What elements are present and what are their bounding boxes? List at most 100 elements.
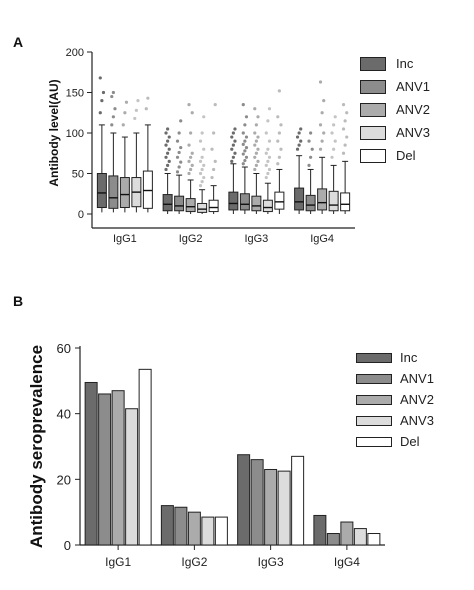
outlier-point xyxy=(254,139,258,143)
outlier-point xyxy=(198,139,203,143)
box-iqr xyxy=(305,194,316,212)
outlier-point xyxy=(167,135,171,139)
outlier-point xyxy=(121,123,125,127)
outlier-point xyxy=(244,145,249,150)
box-anv2-igg2 xyxy=(185,103,196,214)
box-anv2-igg4 xyxy=(317,80,328,214)
box-iqr xyxy=(197,202,208,213)
outlier-point xyxy=(264,131,268,135)
outlier-point xyxy=(164,131,168,135)
bar-anv3-igg1 xyxy=(125,408,139,546)
outlier-point xyxy=(113,107,117,111)
outlier-point xyxy=(167,147,171,151)
legend-item-inc: Inc xyxy=(360,52,430,75)
outlier-point xyxy=(187,103,191,107)
x-tick-label: IgG3 xyxy=(244,233,268,245)
legend-item-inc: Inc xyxy=(356,347,434,368)
bar-anv2-igg4 xyxy=(340,521,354,546)
outlier-point xyxy=(307,163,311,167)
x-tick-label: IgG1 xyxy=(113,233,137,245)
outlier-point xyxy=(266,159,270,163)
outlier-point xyxy=(177,131,181,135)
box-iqr xyxy=(239,193,250,211)
outlier-point xyxy=(177,150,181,155)
outlier-point xyxy=(341,127,346,131)
outlier-point xyxy=(213,159,217,163)
outlier-point xyxy=(98,111,102,115)
outlier-point xyxy=(241,103,245,107)
outlier-point xyxy=(231,143,235,147)
box-del-igg1 xyxy=(142,96,153,213)
outlier-point xyxy=(333,115,337,119)
panel-a-label: A xyxy=(13,34,24,50)
outlier-point xyxy=(210,175,214,180)
bar-del-igg4 xyxy=(367,533,381,546)
outlier-point xyxy=(309,155,313,159)
outlier-point xyxy=(310,147,314,151)
bar-inc-igg1 xyxy=(84,381,98,546)
legend-label: ANV1 xyxy=(400,371,434,386)
bar-del-igg1 xyxy=(138,368,152,546)
outlier-point xyxy=(202,175,206,180)
outlier-point xyxy=(98,76,102,80)
legend-panel-a: Inc ANV1 ANV2 ANV3 Del xyxy=(360,52,430,167)
outlier-point xyxy=(179,145,183,150)
outlier-point xyxy=(175,155,180,159)
outlier-point xyxy=(202,115,206,119)
outlier-point xyxy=(200,167,204,172)
outlier-point xyxy=(101,90,106,95)
y-tick-label: 20 xyxy=(57,472,71,487)
outlier-point xyxy=(307,139,311,143)
outlier-point xyxy=(133,116,137,121)
outlier-point xyxy=(189,131,193,135)
outlier-point xyxy=(244,115,249,119)
outlier-point xyxy=(241,131,245,135)
outlier-point xyxy=(189,167,193,172)
legend-item-anv2: ANV2 xyxy=(360,98,430,121)
legend-swatch xyxy=(356,373,392,384)
outlier-point xyxy=(277,89,281,93)
bar-anv3-igg4 xyxy=(353,528,367,546)
outlier-point xyxy=(333,139,337,143)
x-tick-label: IgG1 xyxy=(105,555,131,569)
outlier-point xyxy=(213,103,217,107)
legend-swatch xyxy=(360,56,386,71)
outlier-point xyxy=(243,149,247,153)
outlier-point xyxy=(123,111,127,115)
outlier-point xyxy=(111,90,115,95)
outlier-point xyxy=(341,151,346,155)
outlier-point xyxy=(231,155,235,159)
outlier-point xyxy=(241,162,245,166)
y-axis-label: Antibody level(AU) xyxy=(47,79,61,186)
box-inc-igg1 xyxy=(96,76,107,213)
outlier-point xyxy=(241,142,245,146)
outlier-point xyxy=(175,139,180,143)
outlier-point xyxy=(179,119,183,123)
bar-anv2-igg3 xyxy=(264,468,278,546)
outlier-point xyxy=(243,158,247,163)
outlier-point xyxy=(190,151,194,155)
outlier-point xyxy=(187,171,191,176)
outlier-point xyxy=(253,131,257,135)
outlier-point xyxy=(167,159,171,163)
bar-anv3-igg2 xyxy=(201,516,215,546)
bar-anv2-igg1 xyxy=(111,390,125,546)
y-tick-label: 0 xyxy=(78,209,84,221)
outlier-point xyxy=(243,139,247,143)
outlier-point xyxy=(309,131,313,135)
outlier-point xyxy=(200,155,204,159)
y-axis-label: Antibody seroprevalence xyxy=(27,345,46,548)
outlier-point xyxy=(256,135,260,139)
legend-swatch xyxy=(356,352,392,363)
box-del-igg2 xyxy=(208,103,219,214)
legend-label: ANV3 xyxy=(396,125,430,140)
outlier-point xyxy=(166,127,170,131)
boxplot-chart: 0 50 100 150 200 Antibody level(AU) IgG1 IgG2 Ig… xyxy=(47,47,355,245)
bar-anv1-igg1 xyxy=(98,393,112,546)
x-tick-label: IgG2 xyxy=(181,555,207,569)
box-anv1-igg4 xyxy=(305,131,316,214)
bar-inc-igg4 xyxy=(313,514,327,546)
y-tick-label: 50 xyxy=(72,169,84,181)
outlier-point xyxy=(166,163,170,167)
outlier-point xyxy=(256,115,260,119)
